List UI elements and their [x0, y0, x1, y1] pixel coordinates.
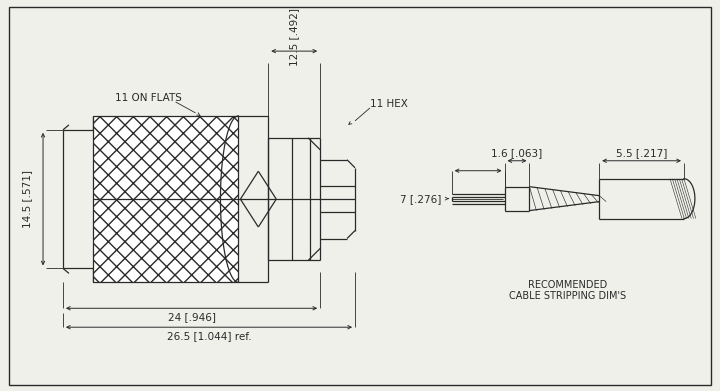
Text: 24 [.946]: 24 [.946] — [168, 312, 215, 322]
Text: 11 ON FLATS: 11 ON FLATS — [115, 93, 182, 103]
Text: CABLE STRIPPING DIM'S: CABLE STRIPPING DIM'S — [509, 291, 626, 301]
Text: 14.5 [.571]: 14.5 [.571] — [22, 170, 32, 228]
Text: 1.6 [.063]: 1.6 [.063] — [491, 148, 543, 158]
Text: 12.5 [.492]: 12.5 [.492] — [289, 8, 300, 66]
Text: 26.5 [1.044] ref.: 26.5 [1.044] ref. — [167, 331, 251, 341]
Bar — [93, 116, 238, 282]
Text: 5.5 [.217]: 5.5 [.217] — [616, 148, 667, 158]
Text: RECOMMENDED: RECOMMENDED — [528, 280, 608, 291]
Text: 11 HEX: 11 HEX — [370, 99, 408, 109]
Text: 7 [.276]: 7 [.276] — [400, 194, 442, 204]
